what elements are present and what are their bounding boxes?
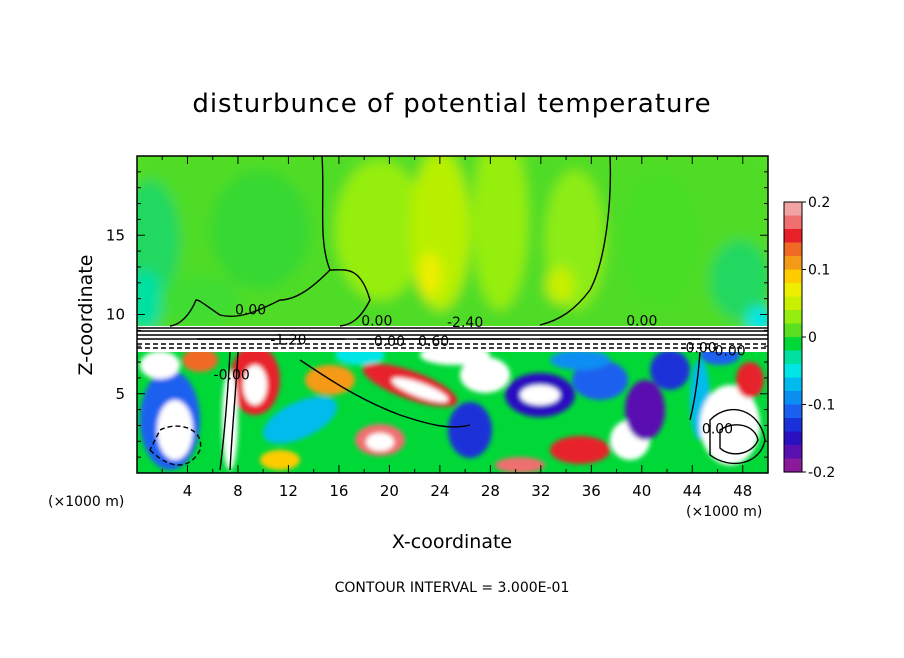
y-tick-label: 5	[115, 385, 125, 403]
x-unit-right: (×1000 m)	[686, 504, 762, 520]
colorbar-label: -0.1	[808, 398, 835, 414]
contour-interval-footer: CONTOUR INTERVAL = 3.000E-01	[335, 580, 570, 596]
colorbar-swatch	[784, 337, 802, 352]
x-tick-label: 40	[632, 482, 651, 500]
chart-title: disturbunce of potential temperature	[192, 89, 711, 119]
contour-label: 0.00	[235, 303, 266, 319]
contour-label: 0.00	[361, 314, 392, 330]
colorbar-label: 0	[808, 330, 817, 346]
contour-label: 0.60	[418, 334, 449, 350]
lower-field-eddies	[140, 345, 764, 473]
x-tick-label: 44	[683, 482, 702, 500]
colorbar-swatch	[784, 229, 802, 244]
contour-label: -1.20	[270, 333, 306, 349]
upper-field-variations	[137, 156, 768, 336]
x-tick-label: 4	[183, 482, 193, 500]
axis-ticks	[137, 156, 768, 473]
contour-label: 0.00	[374, 334, 405, 350]
contour-label: -2.40	[447, 315, 483, 331]
x-axis-label: X-coordinate	[392, 531, 512, 553]
y-tick-label: 15	[106, 226, 125, 244]
contour-label: -0.00	[214, 367, 250, 383]
colorbar-swatch	[784, 296, 802, 311]
x-tick-label: 24	[430, 482, 449, 500]
contour-label: -0.00	[680, 341, 716, 357]
colorbar-labels: 0.2 0.1 0 -0.1 -0.2	[808, 195, 835, 481]
x-tick-label: 36	[582, 482, 601, 500]
x-tick-labels: 4 8 12 16 20 24 28 32 36 40 44 48	[183, 482, 753, 500]
plot-field	[137, 156, 768, 473]
y-tick-labels: 5 10 15	[106, 226, 125, 403]
colorbar	[783, 201, 806, 473]
colorbar-swatch	[784, 364, 802, 379]
colorbar-swatch	[784, 323, 802, 338]
colorbar-swatch	[784, 404, 802, 419]
colorbar-swatch	[784, 202, 802, 217]
colorbar-swatch	[784, 242, 802, 257]
x-tick-label: 12	[279, 482, 298, 500]
x-tick-label: 28	[481, 482, 500, 500]
colorbar-swatch	[784, 283, 802, 298]
contour-label: 0.00	[715, 344, 746, 360]
contour-lines	[137, 156, 768, 471]
y-tick-label: 10	[106, 306, 125, 324]
contour-label: 0.00	[626, 314, 657, 330]
colorbar-swatch	[784, 458, 802, 473]
colorbar-label: 0.2	[808, 195, 830, 211]
contour-label: 0.00	[702, 421, 733, 437]
colorbar-swatch	[784, 310, 802, 325]
colorbar-swatch	[784, 418, 802, 433]
x-tick-label: 48	[733, 482, 752, 500]
x-tick-label: 20	[380, 482, 399, 500]
colorbar-swatch	[784, 445, 802, 460]
colorbar-swatch	[784, 391, 802, 406]
colorbar-swatch	[784, 377, 802, 392]
colorbar-swatch	[784, 215, 802, 230]
colorbar-label: 0.1	[808, 263, 830, 279]
x-unit-left: (×1000 m)	[48, 494, 124, 510]
colorbar-swatch	[784, 269, 802, 284]
x-tick-label: 32	[531, 482, 550, 500]
colorbar-swatch	[784, 350, 802, 365]
contour-labels: 0.000.00-0.000.00-1.20 0.600.00-0.000.000…	[214, 303, 746, 438]
colorbar-swatch	[784, 256, 802, 271]
x-tick-label: 16	[329, 482, 348, 500]
y-axis-label: Z-coordinate	[75, 255, 97, 376]
x-tick-label: 8	[233, 482, 243, 500]
colorbar-swatch	[784, 431, 802, 446]
colorbar-label: -0.2	[808, 465, 835, 481]
